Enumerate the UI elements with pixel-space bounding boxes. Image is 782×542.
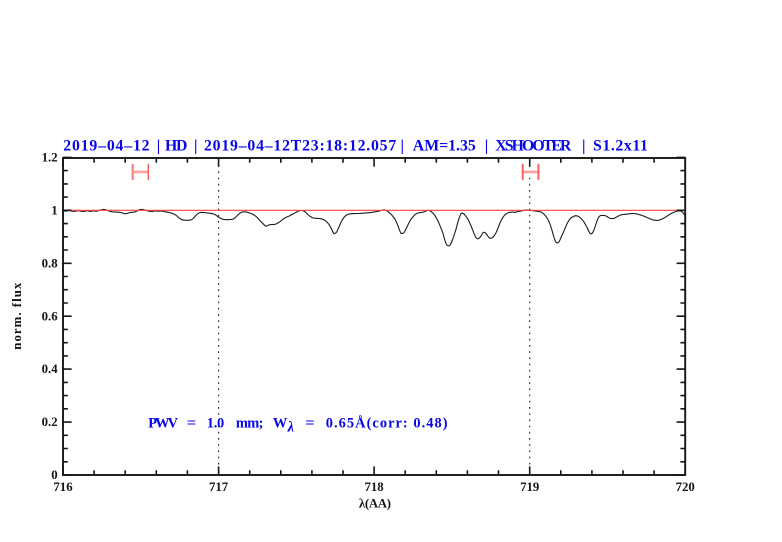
svg-text:0.6: 0.6 (42, 309, 59, 323)
svg-text:=: = (187, 415, 196, 431)
svg-text:HD: HD (165, 138, 187, 155)
svg-text:0.65Å(corr: 0.48): 0.65Å(corr: 0.48) (326, 415, 449, 431)
svg-text:1.2: 1.2 (42, 151, 58, 165)
svg-text:AM=1.35: AM=1.35 (413, 138, 476, 155)
svg-text:1: 1 (51, 203, 57, 217)
svg-text:718: 718 (364, 480, 383, 494)
svg-text:W: W (273, 415, 288, 431)
svg-text:0.4: 0.4 (42, 362, 59, 376)
svg-text:λ(AA): λ(AA) (359, 496, 391, 510)
svg-text:|: | (194, 138, 197, 155)
svg-text:719: 719 (520, 480, 539, 494)
svg-text:|: | (401, 138, 404, 155)
svg-text:mm;: mm; (236, 415, 263, 431)
svg-text:2019–04–12T23:18:12.057: 2019–04–12T23:18:12.057 (204, 138, 397, 155)
svg-text:PWV: PWV (148, 415, 178, 431)
svg-text:0.8: 0.8 (42, 256, 58, 270)
svg-text:|: | (157, 138, 160, 155)
svg-text:716: 716 (53, 480, 73, 494)
svg-text:2019–04–12: 2019–04–12 (63, 138, 150, 155)
svg-text:norm. flux: norm. flux (10, 282, 24, 350)
svg-text:S1.2x11: S1.2x11 (593, 138, 649, 155)
svg-text:|: | (582, 138, 585, 155)
svg-text:XSHOOTER: XSHOOTER (495, 138, 572, 155)
svg-text:|: | (485, 138, 488, 155)
svg-text:1.0: 1.0 (207, 415, 224, 431)
svg-text:0: 0 (51, 468, 57, 482)
svg-text:λ: λ (287, 419, 295, 435)
svg-text:0.2: 0.2 (42, 415, 58, 429)
svg-text:717: 717 (209, 480, 229, 494)
svg-text:720: 720 (676, 480, 695, 494)
svg-text:=: = (305, 415, 314, 431)
